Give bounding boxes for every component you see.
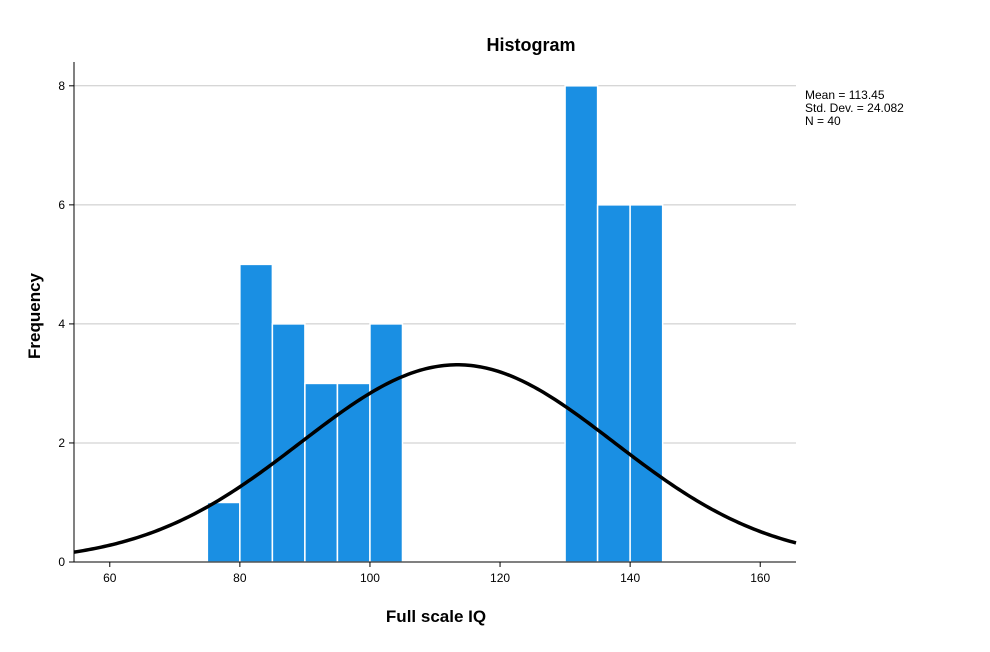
y-tick-label: 2: [58, 436, 65, 450]
stats-mean: Mean = 113.45: [805, 88, 885, 102]
y-tick-label: 8: [58, 79, 65, 93]
y-axis-label: Frequency: [25, 272, 44, 359]
x-tick-label: 100: [360, 571, 380, 585]
x-tick-label: 60: [103, 571, 117, 585]
chart-title: Histogram: [486, 35, 575, 55]
stats-std-dev: Std. Dev. = 24.082: [805, 101, 904, 115]
gridlines: [74, 85, 796, 444]
histogram-bar: [206, 501, 241, 563]
histogram-bar: [564, 85, 599, 563]
y-tick-label: 4: [58, 317, 65, 331]
x-axis-label: Full scale IQ: [386, 607, 486, 626]
normal-curve-layer: [73, 363, 797, 554]
axes: [73, 62, 796, 563]
histogram-bar: [369, 323, 404, 563]
histogram-bar: [596, 204, 631, 563]
x-tick-label: 160: [750, 571, 770, 585]
histogram-bar: [239, 263, 274, 563]
histogram-bar: [629, 204, 664, 563]
normal-curve: [73, 363, 797, 554]
stats-legend: Mean = 113.45 Std. Dev. = 24.082 N = 40: [805, 88, 904, 128]
x-tick-label: 120: [490, 571, 510, 585]
y-tick-label: 0: [58, 555, 65, 569]
x-tick-label: 80: [233, 571, 247, 585]
histogram-bar: [304, 382, 339, 563]
stats-n: N = 40: [805, 114, 841, 128]
y-tick-label: 6: [58, 198, 65, 212]
x-tick-label: 140: [620, 571, 640, 585]
tick-labels: 0 2 4 6 8 60 80 100 120 140 160: [58, 79, 770, 585]
